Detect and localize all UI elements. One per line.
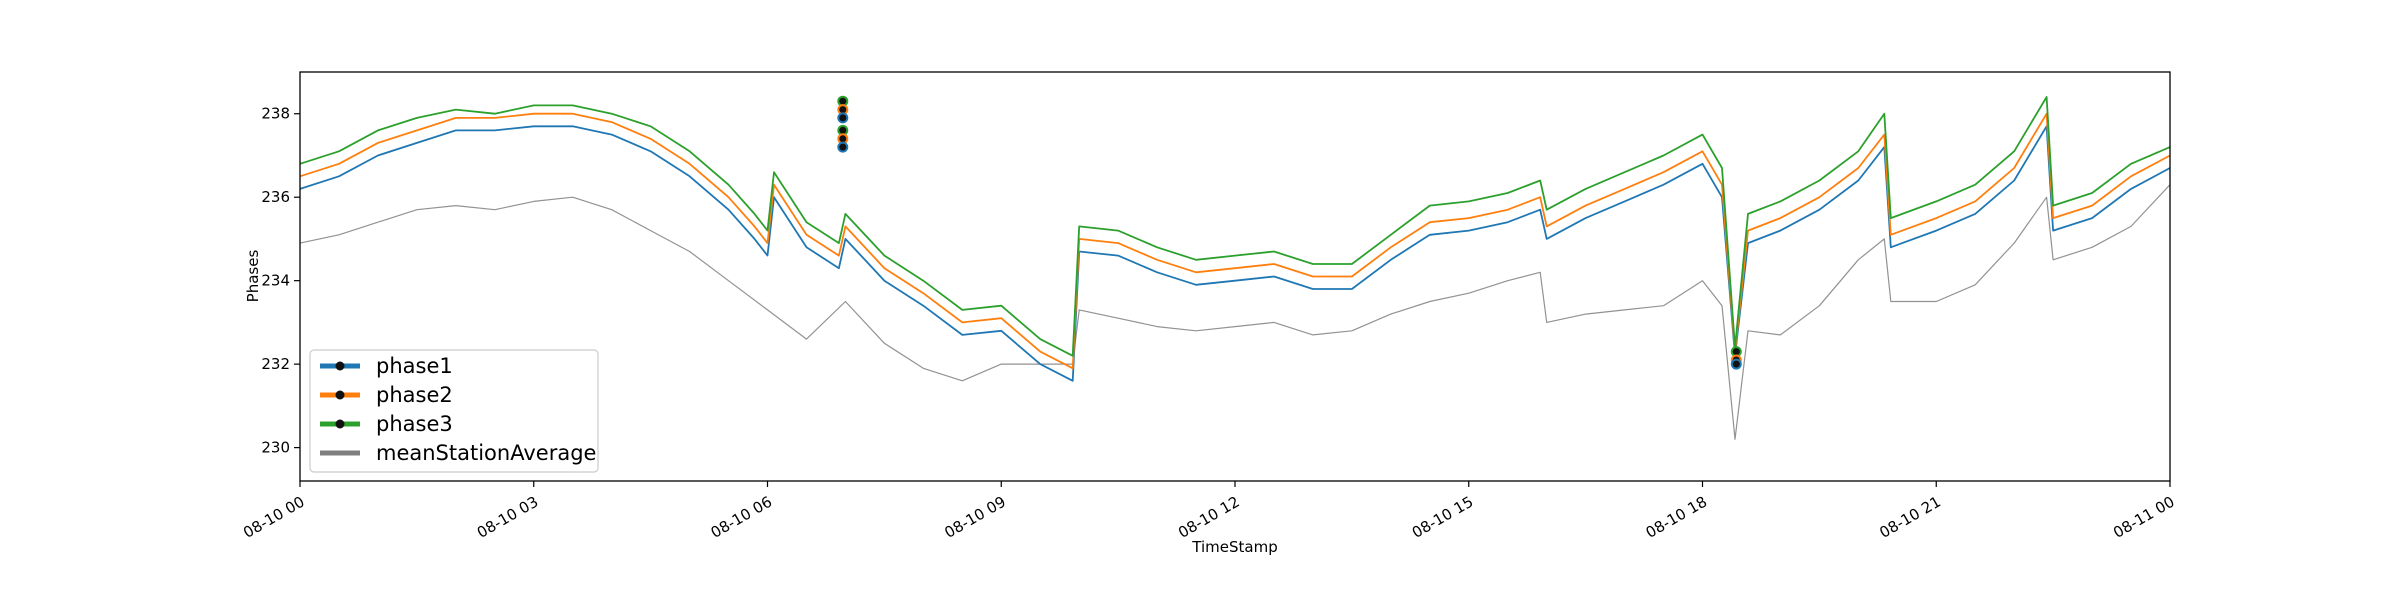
plot-area [300, 72, 2170, 481]
legend-label-phase1: phase1 [376, 354, 453, 378]
legend-marker-phase2 [335, 390, 345, 400]
series-line-meanStationAverage [299, 184, 2171, 440]
y-tick-label-5: 238 [261, 105, 290, 123]
x-axis-title: TimeStamp [1191, 538, 1277, 556]
y-tick-label-3: 234 [261, 272, 290, 290]
marker-layer [837, 95, 1742, 370]
series-layer [299, 96, 2171, 440]
y-tick-label-2: 232 [261, 355, 290, 373]
legend-label-phase2: phase2 [376, 383, 453, 407]
anomaly-marker-6 [837, 141, 849, 153]
legend-box [309, 349, 599, 473]
y-tick-label-1: 230 [261, 439, 290, 457]
legend-marker-phase3 [335, 419, 345, 429]
y-axis: 230 232 234 236 238 [261, 105, 300, 457]
legend-marker-phase1 [335, 361, 345, 371]
anomaly-marker-3 [837, 112, 849, 124]
y-tick-label-4: 236 [261, 188, 290, 206]
legend: phase1 phase2 phase3 meanStationAverage [309, 349, 599, 473]
series-line-phase3 [299, 96, 2171, 357]
series-line-phase2 [299, 112, 2171, 370]
series-line-phase1 [299, 125, 2171, 382]
legend-label-meanStationAverage: meanStationAverage [376, 441, 596, 465]
y-axis-title: Phases [244, 250, 262, 303]
anomaly-marker-9 [1730, 358, 1742, 370]
legend-label-phase3: phase3 [376, 412, 453, 436]
